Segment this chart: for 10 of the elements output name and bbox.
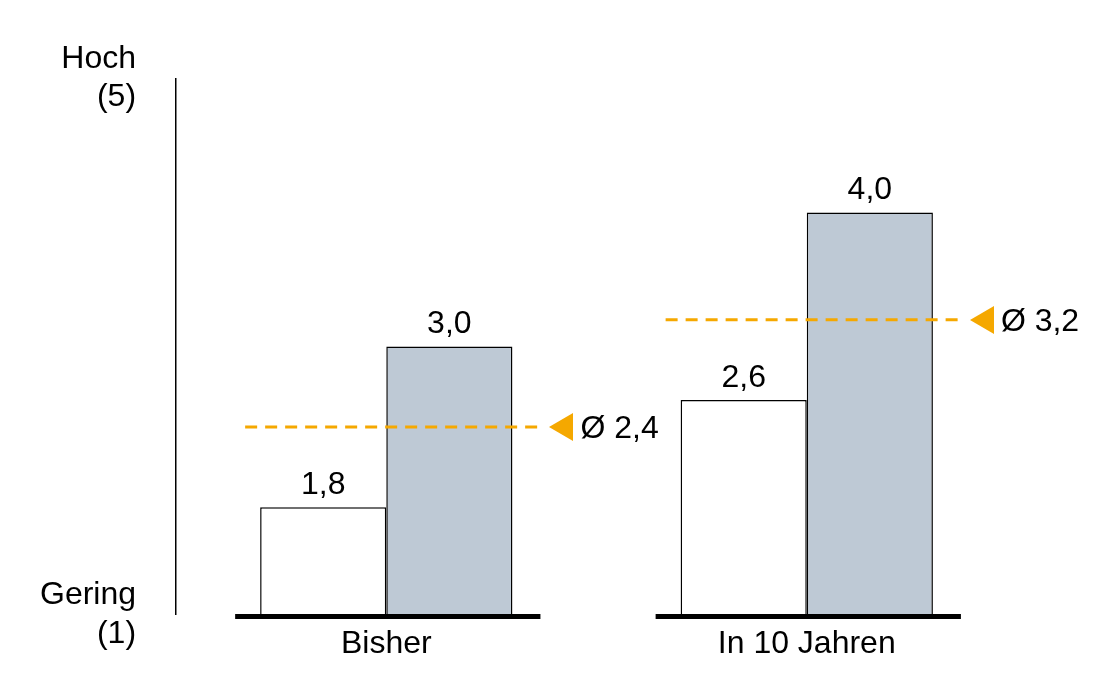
data-label: 4,0 xyxy=(847,170,893,207)
y-tick-label: Hoch (5) xyxy=(61,39,137,114)
ref-line-label: Ø 3,2 xyxy=(1000,301,1080,338)
y-tick-label: Gering (1) xyxy=(40,575,137,650)
data-label: 3,0 xyxy=(427,304,472,341)
data-label: 2,6 xyxy=(721,357,766,394)
x-tick-label: In 10 Jahren xyxy=(717,623,896,660)
data-label: 1,8 xyxy=(300,465,346,502)
ref-line-label: Ø 2,4 xyxy=(580,408,659,445)
x-tick-label: Bisher xyxy=(340,623,432,660)
